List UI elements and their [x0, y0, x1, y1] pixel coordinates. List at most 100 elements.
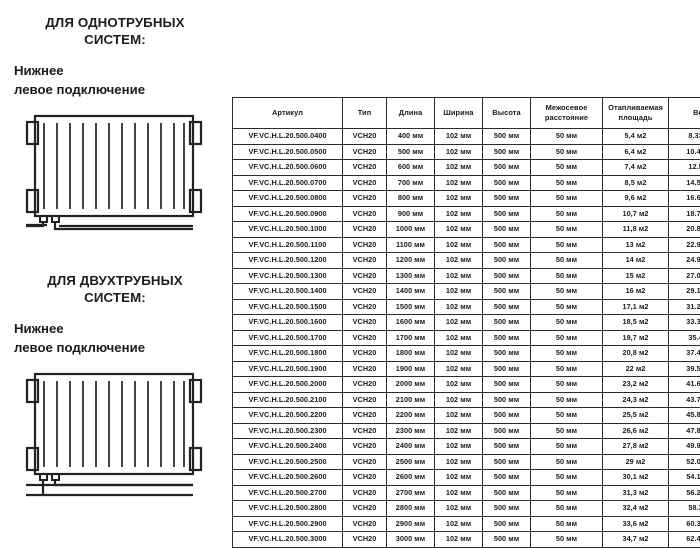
section-single-pipe: ДЛЯ ОДНОТРУБНЫХ СИСТЕМ: Нижнее левое под… [0, 14, 228, 235]
cell-weight: 10.41 кг [669, 144, 700, 160]
cell-heated-area: 16 м2 [603, 284, 669, 300]
cell-article: VF.VC.H.L.20.500.2200 [233, 408, 343, 424]
cell-axial-distance: 50 мм [531, 160, 603, 176]
cell-article: VF.VC.H.L.20.500.2800 [233, 501, 343, 517]
cell-height: 500 мм [483, 454, 531, 470]
cell-type: VCH20 [343, 253, 387, 269]
cell-weight: 24.99 кг [669, 253, 700, 269]
cell-height: 500 мм [483, 501, 531, 517]
cell-heated-area: 33,6 м2 [603, 516, 669, 532]
section-two-pipe: ДЛЯ ДВУХТРУБНЫХ СИСТЕМ: Нижнее левое под… [0, 272, 228, 501]
cell-heated-area: 18,5 м2 [603, 315, 669, 331]
cell-height: 500 мм [483, 206, 531, 222]
cell-heated-area: 20,8 м2 [603, 346, 669, 362]
section-two-pipe-title: ДЛЯ ДВУХТРУБНЫХ СИСТЕМ: [0, 272, 228, 306]
cell-article: VF.VC.H.L.20.500.0700 [233, 175, 343, 191]
left-illustration-pane: ДЛЯ ОДНОТРУБНЫХ СИСТЕМ: Нижнее левое под… [0, 0, 228, 535]
cell-type: VCH20 [343, 299, 387, 315]
cell-width: 102 мм [435, 330, 483, 346]
cell-height: 500 мм [483, 268, 531, 284]
cell-length: 2300 мм [387, 423, 435, 439]
cell-height: 500 мм [483, 144, 531, 160]
cell-width: 102 мм [435, 191, 483, 207]
cell-width: 102 мм [435, 516, 483, 532]
cell-width: 102 мм [435, 299, 483, 315]
column-header-type-label: Тип [358, 108, 372, 117]
cell-width: 102 мм [435, 485, 483, 501]
bracket-bottom-left-icon [27, 448, 38, 470]
column-header-height-label: Высота [492, 108, 520, 117]
cell-length: 2900 мм [387, 516, 435, 532]
cell-weight: 22.91 кг [669, 237, 700, 253]
cell-article: VF.VC.H.L.20.500.2100 [233, 392, 343, 408]
cell-article: VF.VC.H.L.20.500.3000 [233, 532, 343, 548]
cell-width: 102 мм [435, 361, 483, 377]
cell-width: 102 мм [435, 501, 483, 517]
cell-heated-area: 9,6 м2 [603, 191, 669, 207]
column-header-length: Длина [387, 98, 435, 129]
cell-type: VCH20 [343, 454, 387, 470]
cell-axial-distance: 50 мм [531, 284, 603, 300]
cell-height: 500 мм [483, 346, 531, 362]
section-single-pipe-title-line1: ДЛЯ ОДНОТРУБНЫХ [45, 15, 184, 30]
cell-weight: 43.73 кг [669, 392, 700, 408]
cell-height: 500 мм [483, 160, 531, 176]
cell-type: VCH20 [343, 408, 387, 424]
cell-article: VF.VC.H.L.20.500.0600 [233, 160, 343, 176]
cell-height: 500 мм [483, 485, 531, 501]
table-header-row: Артикул Тип Длина Ширина Высота Межосево… [233, 98, 700, 129]
cell-type: VCH20 [343, 222, 387, 238]
cell-heated-area: 22 м2 [603, 361, 669, 377]
cell-type: VCH20 [343, 191, 387, 207]
cell-axial-distance: 50 мм [531, 516, 603, 532]
cell-height: 500 мм [483, 222, 531, 238]
cell-weight: 45.81 кг [669, 408, 700, 424]
cell-article: VF.VC.H.L.20.500.1000 [233, 222, 343, 238]
cell-article: VF.VC.H.L.20.500.2000 [233, 377, 343, 393]
cell-axial-distance: 50 мм [531, 485, 603, 501]
cell-heated-area: 11,8 м2 [603, 222, 669, 238]
cell-weight: 62.46 кг [669, 532, 700, 548]
cell-width: 102 мм [435, 377, 483, 393]
column-header-length-label: Длина [399, 108, 423, 117]
radiator-two-pipe-diagram [0, 371, 228, 501]
radiator-body-outline [35, 374, 193, 474]
cell-heated-area: 10,7 м2 [603, 206, 669, 222]
cell-length: 1400 мм [387, 284, 435, 300]
cell-width: 102 мм [435, 423, 483, 439]
cell-type: VCH20 [343, 361, 387, 377]
cell-length: 500 мм [387, 144, 435, 160]
cell-height: 500 мм [483, 284, 531, 300]
cell-axial-distance: 50 мм [531, 423, 603, 439]
cell-axial-distance: 50 мм [531, 191, 603, 207]
cell-height: 500 мм [483, 423, 531, 439]
cell-weight: 14.58 кг [669, 175, 700, 191]
cell-length: 900 мм [387, 206, 435, 222]
cell-width: 102 мм [435, 408, 483, 424]
radiator-fins-group [44, 381, 184, 467]
cell-height: 500 мм [483, 532, 531, 548]
bracket-top-left-icon [27, 380, 38, 402]
cell-axial-distance: 50 мм [531, 222, 603, 238]
cell-weight: 16.66 кг [669, 191, 700, 207]
cell-axial-distance: 50 мм [531, 175, 603, 191]
cell-heated-area: 17,1 м2 [603, 299, 669, 315]
cell-article: VF.VC.H.L.20.500.1100 [233, 237, 343, 253]
cell-weight: 58.3 кг [669, 501, 700, 517]
cell-axial-distance: 50 мм [531, 268, 603, 284]
cell-width: 102 мм [435, 129, 483, 145]
column-header-height: Высота [483, 98, 531, 129]
cell-length: 3000 мм [387, 532, 435, 548]
cell-height: 500 мм [483, 237, 531, 253]
cell-length: 2400 мм [387, 439, 435, 455]
